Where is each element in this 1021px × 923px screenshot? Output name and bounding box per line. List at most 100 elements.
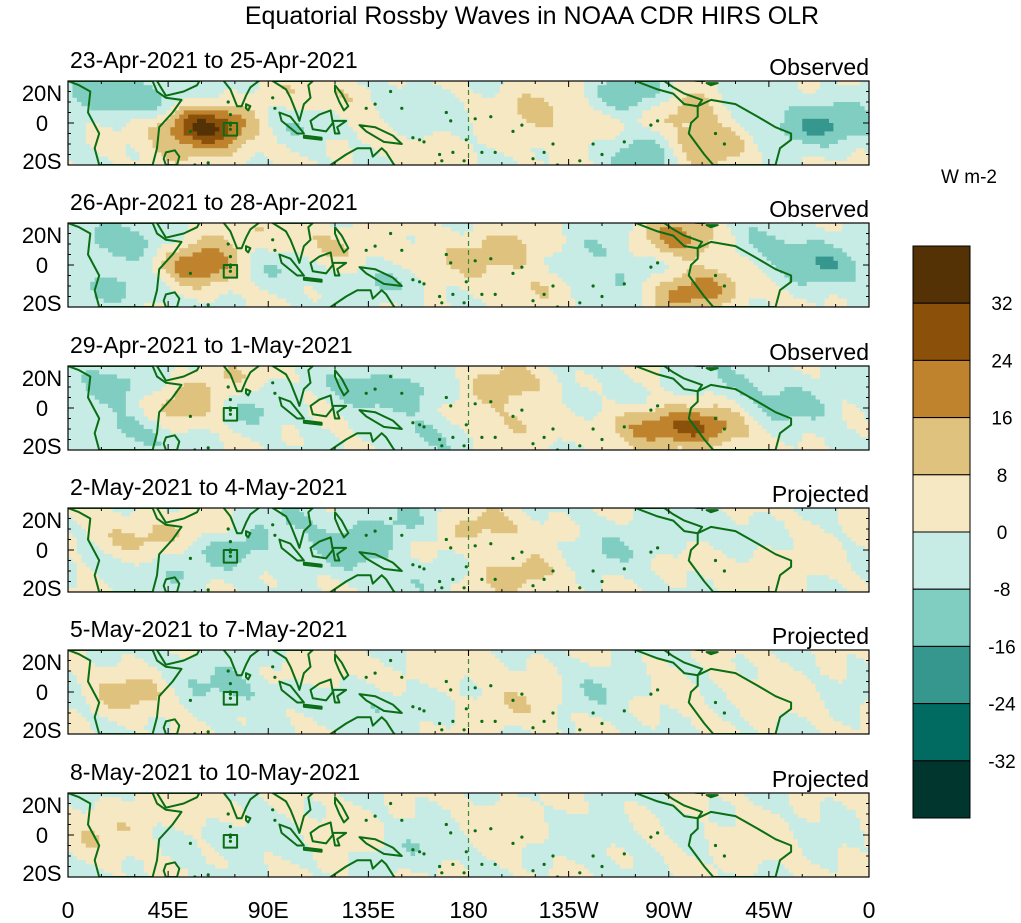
heat-cell: [833, 97, 839, 103]
heat-cell: [517, 144, 523, 149]
heat-cell: [68, 118, 74, 124]
heat-cell: [139, 244, 145, 249]
heat-cell: [744, 248, 750, 253]
heat-cell: [272, 252, 278, 258]
heat-cell: [432, 123, 438, 128]
heat-cell: [517, 89, 523, 95]
heat-cell: [584, 85, 590, 90]
heat-cell: [214, 144, 220, 149]
heat-cell: [76, 148, 82, 153]
heat-cell: [815, 97, 821, 103]
heat-cell: [833, 131, 839, 137]
heat-cell: [188, 239, 194, 245]
heat-cell: [157, 114, 163, 120]
heat-cell: [744, 156, 750, 162]
heat-cell: [526, 139, 532, 145]
heat-cell: [401, 156, 407, 162]
heat-cell: [771, 152, 777, 158]
heat-cell: [330, 252, 336, 258]
heat-cell: [397, 97, 403, 103]
heat-cell: [246, 127, 252, 132]
heat-cell: [748, 148, 754, 153]
heat-cell: [708, 148, 714, 153]
heat-cell: [246, 110, 252, 116]
heat-cell: [699, 135, 705, 141]
heat-cell: [263, 152, 269, 158]
heat-cell: [490, 235, 496, 241]
heat-cell: [579, 160, 585, 165]
heat-cell: [499, 93, 505, 99]
heat-cell: [148, 144, 154, 149]
heat-cell: [708, 139, 714, 145]
heat-cell: [157, 144, 163, 149]
heat-cell: [321, 244, 327, 249]
heat-cell: [579, 127, 585, 132]
heat-cell: [646, 89, 652, 95]
heat-cell: [348, 81, 354, 86]
heat-cell: [308, 248, 314, 253]
heat-cell: [321, 118, 327, 124]
heat-cell: [410, 144, 416, 149]
heat-cell: [121, 85, 127, 90]
heat-cell: [775, 231, 781, 237]
heat-cell: [579, 244, 585, 249]
heat-cell: [446, 123, 452, 128]
heat-cell: [343, 127, 349, 132]
heat-cell: [561, 223, 567, 228]
heat-cell: [726, 89, 732, 95]
heat-cell: [646, 152, 652, 158]
heat-cell: [112, 139, 118, 145]
heat-cell: [521, 135, 527, 141]
heat-cell: [593, 97, 599, 103]
heat-cell: [286, 81, 292, 86]
heat-cell: [419, 81, 425, 86]
heat-cell: [517, 135, 523, 141]
heat-cell: [152, 106, 158, 111]
heat-cell: [108, 131, 114, 137]
heat-cell: [290, 123, 296, 128]
heat-cell: [820, 227, 826, 232]
heat-cell: [766, 148, 772, 153]
heat-cell: [539, 135, 545, 141]
heat-cell: [842, 106, 848, 111]
heat-cell: [597, 114, 603, 120]
heat-cell: [682, 123, 688, 128]
heat-cell: [481, 144, 487, 149]
heat-cell: [615, 227, 621, 232]
heat-cell: [837, 144, 843, 149]
heat-cell: [699, 106, 705, 111]
heat-cell: [695, 148, 701, 153]
heat-cell: [557, 227, 563, 232]
heat-cell: [588, 118, 594, 124]
heat-cell: [432, 118, 438, 124]
heat-cell: [521, 239, 527, 245]
heat-cell: [526, 148, 532, 153]
heat-cell: [139, 114, 145, 120]
heat-cell: [183, 106, 189, 111]
heat-cell: [437, 227, 443, 232]
heat-cell: [428, 102, 434, 107]
heat-cell: [143, 248, 149, 253]
heat-cell: [68, 123, 74, 128]
heat-cell: [788, 110, 794, 116]
heat-cell: [441, 131, 447, 137]
heat-cell: [682, 235, 688, 241]
heat-cell: [201, 144, 207, 149]
heat-cell: [352, 85, 358, 90]
heat-cell: [731, 235, 737, 241]
heat-cell: [317, 160, 323, 165]
heat-cell: [281, 231, 287, 237]
heat-cell: [241, 148, 247, 153]
heat-cell: [268, 85, 274, 90]
heat-cell: [165, 231, 171, 237]
heat-cell: [214, 93, 220, 99]
heat-cell: [116, 144, 122, 149]
heat-cell: [468, 139, 474, 145]
heat-cell: [125, 223, 131, 228]
heat-cell: [682, 85, 688, 90]
heat-cell: [677, 235, 683, 241]
heat-cell: [566, 244, 572, 249]
heat-cell: [820, 127, 826, 132]
heat-cell: [468, 127, 474, 132]
heat-cell: [682, 81, 688, 86]
